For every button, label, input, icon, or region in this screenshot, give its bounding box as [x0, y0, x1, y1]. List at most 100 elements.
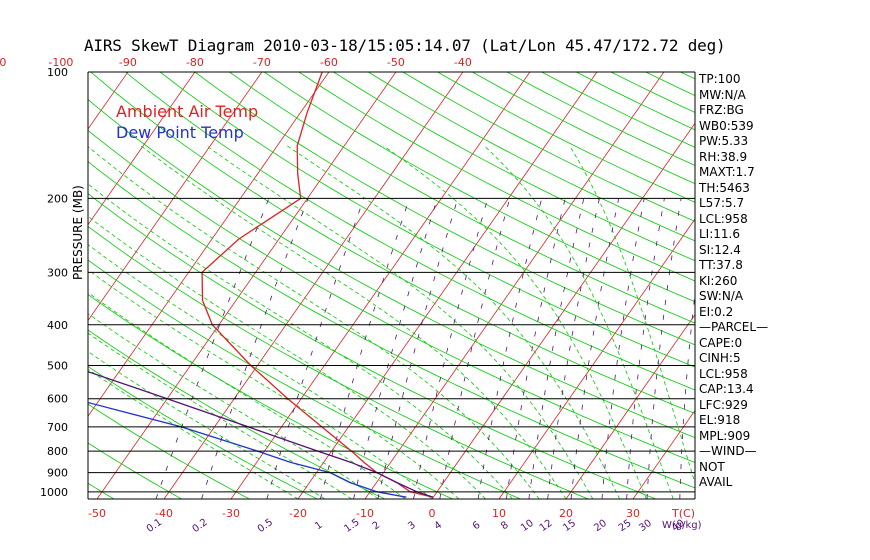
index-item: CINH:5	[699, 351, 741, 365]
isotherm-line	[88, 72, 129, 130]
bottom-temp-tick-label: -10	[356, 507, 374, 520]
pressure-tick-label: 500	[47, 359, 68, 372]
moist-adiabat-line	[383, 145, 647, 499]
moist-adiabat-line	[88, 269, 433, 499]
index-item: NOT	[699, 459, 725, 474]
top-temp-tick-label: -80	[186, 56, 204, 69]
isotherm-line	[767, 72, 870, 499]
isotherm-line	[88, 72, 330, 417]
legend-ambient-air-temp: Ambient Air Temp	[116, 102, 259, 121]
moist-adiabat-line	[88, 244, 460, 499]
index-item: CAP:13.4	[699, 382, 754, 396]
mixing-ratio-tick-label: 4	[433, 520, 445, 533]
mixing-ratio-line	[601, 198, 645, 499]
pressure-tick-label: 800	[47, 445, 68, 458]
isotherm-line	[88, 72, 263, 322]
dry-adiabat-line	[298, 72, 695, 282]
index-item: SW:N/A	[699, 289, 744, 303]
bottom-temp-tick-label: 10	[492, 507, 506, 520]
mixing-ratio-tick-label: 30	[637, 518, 654, 534]
index-item: FRZ:BG	[699, 103, 744, 117]
mixing-ratio-line	[679, 290, 695, 499]
moist-adiabat-line	[88, 351, 326, 499]
mixing-ratio-line	[155, 198, 270, 499]
stability-indices-list: TP:100 MW:N/A FRZ:BG WB0:539 PW:5.33 RH:38.9 M…	[699, 72, 768, 491]
dry-adiabat-line	[88, 99, 695, 439]
index-item: TP:100	[699, 72, 741, 86]
mixing-ratio-tick-label: 6	[471, 520, 483, 533]
isotherm-line	[0, 72, 61, 499]
index-item: RH:38.9	[699, 149, 748, 164]
dry-adiabat-line	[88, 366, 318, 499]
top-temp-tick-label: -50	[387, 56, 405, 69]
mixing-ratio-line	[320, 198, 410, 499]
index-item: MAXT:1.7	[699, 165, 755, 179]
pressure-tick-label: 900	[47, 467, 68, 480]
moist-adiabat-line	[88, 183, 513, 499]
mixing-ratio-tick-label: 12	[538, 518, 555, 534]
top-temp-tick-label: -90	[119, 56, 137, 69]
index-item: LCL:958	[699, 211, 748, 226]
moist-adiabat-line	[88, 368, 299, 499]
dry-adiabat-line	[194, 72, 695, 346]
pressure-tick-label: 700	[47, 421, 68, 434]
mixing-ratio-line	[377, 198, 459, 499]
moist-adiabat-line	[206, 145, 594, 499]
isotherm-line	[431, 122, 695, 499]
bottom-temp-tick-label: 20	[559, 507, 573, 520]
isotherm-line	[88, 72, 196, 226]
dry-adiabat-line	[90, 72, 695, 414]
bottom-temp-tick-label: -40	[155, 507, 173, 520]
mixing-ratio-tick-label: 2	[371, 520, 383, 533]
dry-adiabat-line	[88, 329, 386, 499]
mixing-ratio-line	[570, 198, 620, 499]
pressure-tick-label: 400	[47, 319, 68, 332]
pressure-tick-label: 600	[47, 393, 68, 406]
index-item: MPL:909	[699, 428, 751, 443]
dry-adiabat-line	[88, 129, 695, 463]
dry-adiabat-line	[88, 193, 657, 499]
series-dew-point-temp	[88, 401, 407, 498]
moist-adiabat-line	[569, 145, 695, 485]
chart-title: AIRS SkewT Diagram 2010-03-18/15:05:14.0…	[84, 36, 726, 55]
isotherm-line	[632, 409, 695, 499]
index-item: KI:260	[699, 273, 738, 288]
dry-adiabat-line	[159, 72, 695, 368]
dry-adiabat-line	[88, 259, 521, 499]
dry-adiabat-line	[88, 294, 453, 499]
top-temp-tick-label: -100	[48, 56, 73, 69]
axes	[87, 71, 696, 500]
dry-adiabat-line	[402, 72, 695, 222]
top-temp-tick-label: -70	[253, 56, 271, 69]
moist-adiabat-line	[88, 313, 379, 499]
mixing-ratio-line	[506, 198, 566, 499]
isotherm-line	[834, 72, 870, 499]
isotherm-line	[364, 72, 665, 499]
mixing-ratio-tick-label: 10	[519, 518, 536, 534]
pressure-tick-label: 100	[47, 66, 68, 79]
isotherm-line	[163, 72, 464, 499]
moist-adiabat-line	[287, 145, 620, 499]
pressure-tick-label: 300	[47, 266, 68, 279]
index-item: —WIND—	[699, 444, 757, 458]
mixing-ratio-tick-label: 8	[499, 520, 511, 533]
mixing-ratio-tick-label: 0.5	[256, 517, 275, 535]
pressure-tick-label: 1000	[40, 486, 68, 499]
dry-adiabat-line	[0, 72, 46, 499]
mixing-ratio-line	[626, 198, 665, 499]
top-temp-tick-label: -110	[0, 56, 6, 69]
index-item: PW:5.33	[699, 134, 749, 148]
index-item: EI:0.2	[699, 304, 734, 319]
index-item: SI:12.4	[699, 242, 741, 257]
mixing-ratio-line	[646, 198, 682, 499]
moist-adiabat-line	[88, 146, 540, 499]
moist-adiabat-line	[140, 145, 567, 499]
temp-unit-label: T(C)	[671, 507, 695, 520]
series-lines	[88, 72, 434, 498]
top-temp-tick-label: -60	[320, 56, 338, 69]
index-item: TT:37.8	[699, 258, 743, 272]
dry-adiabat-line	[88, 442, 182, 499]
index-item: LCL:958	[699, 366, 748, 381]
